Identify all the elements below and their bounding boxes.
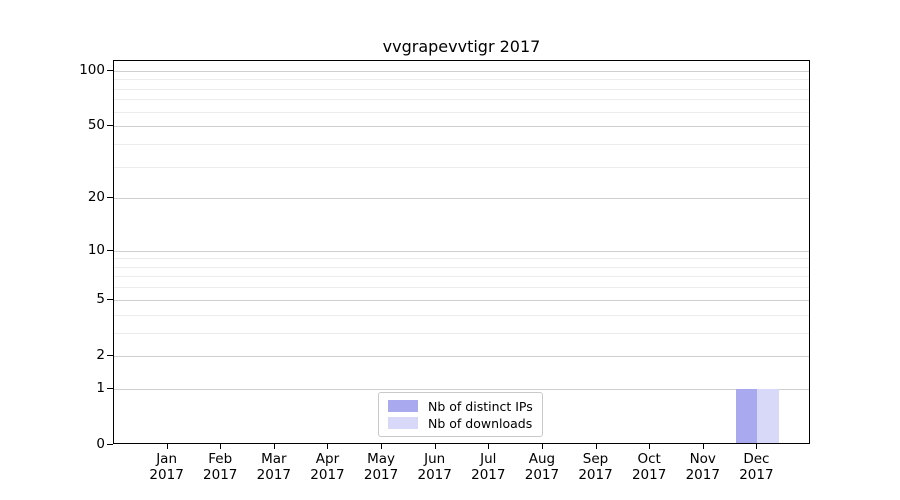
y-tick-mark [107, 125, 113, 127]
legend-item: Nb of distinct IPs [388, 398, 533, 414]
legend: Nb of distinct IPs Nb of downloads [378, 392, 543, 437]
gridline-minor [114, 166, 809, 168]
gridline-major [114, 126, 809, 128]
y-tick-mark [107, 354, 113, 356]
gridline-minor [114, 88, 809, 90]
legend-swatch-icon [388, 417, 418, 429]
x-tick-mark [273, 444, 275, 449]
x-tick-label-feb: Feb 2017 [203, 451, 238, 483]
x-tick-mark [702, 444, 704, 449]
gridline-minor [114, 276, 809, 278]
x-tick-mark [488, 444, 490, 449]
x-tick-label-nov: Nov 2017 [685, 451, 720, 483]
gridline-minor [114, 314, 809, 316]
y-tick-label: 5 [96, 290, 105, 307]
x-tick-mark [756, 444, 758, 449]
y-tick-label: 100 [79, 61, 105, 78]
x-tick-label-may: May 2017 [363, 451, 399, 483]
x-tick-label-jan: Jan 2017 [149, 451, 184, 483]
x-tick-mark [166, 444, 168, 449]
x-tick-mark [541, 444, 543, 449]
y-tick-mark [107, 298, 113, 300]
y-tick-label: 0 [96, 436, 105, 452]
y-tick-mark [107, 249, 113, 251]
gridline-minor [114, 79, 809, 81]
gridline-minor [114, 287, 809, 289]
gridline-minor [114, 111, 809, 113]
x-tick-label-aug: Aug 2017 [524, 451, 560, 483]
plot-area [113, 60, 810, 444]
y-tick-mark [107, 197, 113, 199]
x-tick-label-jul: Jul 2017 [471, 451, 506, 483]
x-tick-mark [220, 444, 222, 449]
bar-nb-of-distinct-ips-dec [735, 388, 758, 443]
gridline-major [114, 250, 809, 252]
x-tick-mark [595, 444, 597, 449]
x-tick-mark [327, 444, 329, 449]
gridline-minor [114, 266, 809, 268]
y-tick-label: 50 [87, 117, 105, 134]
x-tick-label-dec: Dec 2017 [739, 451, 774, 483]
gridline-major [114, 299, 809, 301]
x-tick-label-sep: Sep 2017 [578, 451, 613, 483]
x-tick-label-mar: Mar 2017 [256, 451, 292, 483]
legend-label: Nb of distinct IPs [428, 398, 533, 414]
gridline-major [114, 70, 809, 72]
x-tick-label-apr: Apr 2017 [310, 451, 345, 483]
bar-nb-of-downloads-dec [757, 388, 779, 443]
legend-item: Nb of downloads [388, 415, 533, 431]
y-tick-label: 20 [87, 189, 105, 206]
gridline-minor [114, 99, 809, 101]
gridline-major [114, 388, 809, 390]
y-tick-mark [107, 444, 113, 445]
gridline-minor [114, 258, 809, 260]
y-tick-label: 10 [87, 241, 105, 258]
gridline-minor [114, 143, 809, 145]
legend-label: Nb of downloads [428, 415, 533, 431]
x-tick-mark [649, 444, 651, 449]
gridline-major [114, 355, 809, 357]
gridline-major [114, 198, 809, 200]
x-tick-mark [381, 444, 383, 449]
x-tick-label-oct: Oct 2017 [631, 451, 667, 483]
gridline-minor [114, 332, 809, 334]
legend-swatch-icon [388, 400, 418, 412]
y-tick-mark [107, 69, 113, 71]
y-tick-label: 1 [96, 379, 105, 396]
x-tick-mark [434, 444, 436, 449]
x-tick-label-jun: Jun 2017 [417, 451, 452, 483]
y-tick-label: 2 [96, 346, 105, 363]
chart-title: vvgrapevvtigr 2017 [382, 37, 541, 56]
y-tick-mark [107, 387, 113, 389]
